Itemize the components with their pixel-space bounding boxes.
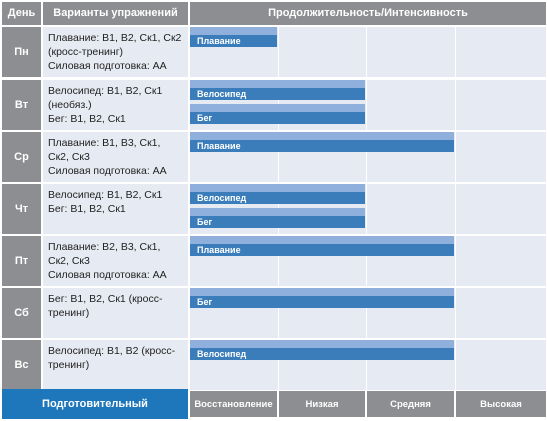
intensity-cell: Плавание bbox=[190, 27, 546, 77]
grid-divider bbox=[455, 288, 456, 338]
grid-divider bbox=[278, 132, 279, 182]
intensity-cell: Велосипед Бег bbox=[190, 80, 546, 130]
grid-divider bbox=[366, 132, 367, 182]
intensity-cell: Плавание bbox=[190, 236, 546, 286]
intensity-cell: Велосипед Бег bbox=[190, 184, 546, 234]
grid-divider bbox=[366, 80, 367, 130]
intensity-bar-highlight bbox=[190, 340, 454, 348]
grid-divider bbox=[366, 184, 367, 234]
intensity-bar-highlight bbox=[190, 80, 365, 88]
intensity-bar-highlight bbox=[190, 288, 454, 296]
exercise-options: Плавание: В1, В3, Ск1, Ск2, Ск3 Силовая … bbox=[43, 132, 188, 182]
grid-divider bbox=[455, 340, 456, 390]
grid-divider bbox=[455, 236, 456, 286]
intensity-bar: Бег bbox=[190, 216, 365, 228]
day-label: Вс bbox=[2, 340, 41, 390]
intensity-bar: Плавание bbox=[190, 244, 454, 256]
level-recovery: Восстановление bbox=[190, 391, 277, 417]
grid-divider bbox=[366, 288, 367, 338]
intensity-bar: Бег bbox=[190, 296, 454, 308]
grid-divider bbox=[366, 340, 367, 390]
day-label: Пн bbox=[2, 27, 41, 77]
intensity-bar: Велосипед bbox=[190, 88, 365, 100]
grid-divider bbox=[455, 184, 456, 234]
grid-divider bbox=[278, 340, 279, 390]
intensity-bar: Велосипед bbox=[190, 192, 365, 204]
level-low: Низкая bbox=[279, 391, 365, 417]
intensity-bar-highlight bbox=[190, 27, 277, 35]
exercise-options: Плавание: В2, В3, Ск1, Ск2, Ск3 Силовая … bbox=[43, 236, 188, 286]
level-medium: Средняя bbox=[367, 391, 454, 417]
grid-divider bbox=[278, 236, 279, 286]
intensity-bar-highlight bbox=[190, 208, 365, 216]
grid-divider bbox=[278, 288, 279, 338]
intensity-bar: Плавание bbox=[190, 35, 277, 47]
exercise-options: Велосипед: В1, В2 (кросс- тренинг) bbox=[43, 340, 188, 390]
intensity-cell: Бег bbox=[190, 288, 546, 338]
day-label: Вт bbox=[2, 80, 41, 130]
grid-divider bbox=[366, 27, 367, 77]
header-duration: Продолжительность/Интенсивность bbox=[190, 2, 546, 25]
grid-divider bbox=[455, 132, 456, 182]
exercise-options: Плавание: В1, В2, Ск1, Ск2 (кросс-тренин… bbox=[43, 27, 188, 77]
intensity-bar-highlight bbox=[190, 184, 365, 192]
intensity-bar: Бег bbox=[190, 112, 365, 124]
day-label: Сб bbox=[2, 288, 41, 338]
intensity-bar: Велосипед bbox=[190, 348, 454, 360]
grid-divider bbox=[455, 80, 456, 130]
level-high: Высокая bbox=[456, 391, 546, 417]
intensity-bar: Плавание bbox=[190, 140, 454, 152]
intensity-bar-highlight bbox=[190, 104, 365, 112]
intensity-cell: Велосипед bbox=[190, 340, 546, 390]
exercise-options: Велосипед: В1, В2, Ск1 Бег: В1, В2, Ск1 bbox=[43, 184, 188, 234]
exercise-options: Бег: В1, В2, Ск1 (кросс- тренинг) bbox=[43, 288, 188, 338]
intensity-bar-highlight bbox=[190, 132, 454, 140]
intensity-bar-highlight bbox=[190, 236, 454, 244]
day-label: Пт bbox=[2, 236, 41, 286]
grid-divider bbox=[278, 27, 279, 77]
exercise-options: Велосипед: В1, В2, Ск1 (необяз.) Бег: В1… bbox=[43, 80, 188, 130]
grid-divider bbox=[455, 27, 456, 77]
phase-label: Подготовительный bbox=[2, 389, 188, 419]
header-day: День bbox=[2, 2, 41, 25]
grid-divider bbox=[366, 236, 367, 286]
header-exercises: Варианты упражнений bbox=[43, 2, 188, 25]
day-label: Чт bbox=[2, 184, 41, 234]
intensity-cell: Плавание bbox=[190, 132, 546, 182]
day-label: Ср bbox=[2, 132, 41, 182]
